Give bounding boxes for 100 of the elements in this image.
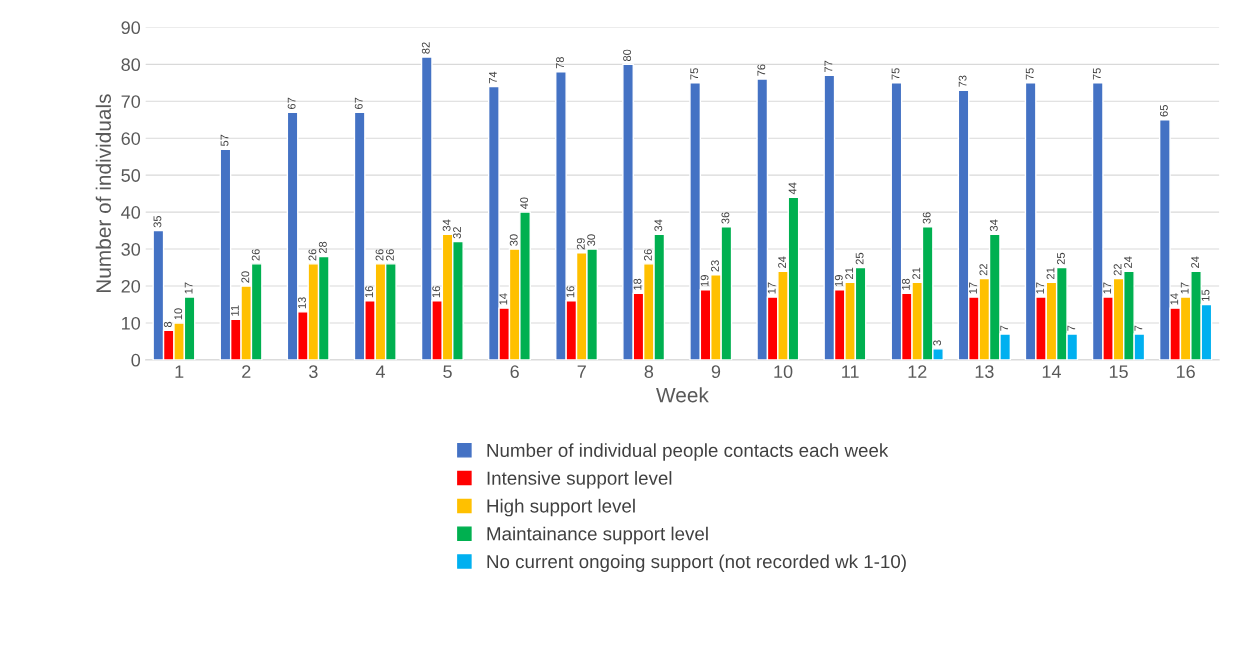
- data-label: 17: [767, 282, 776, 294]
- data-label: 77: [824, 60, 833, 73]
- data-label: 14: [1170, 293, 1179, 305]
- x-tick-label: 2: [242, 365, 251, 378]
- x-tick-label: 16: [1176, 365, 1195, 379]
- data-label: 75: [1092, 68, 1101, 80]
- data-label: 26: [308, 249, 317, 261]
- x-tick-label: 5: [443, 365, 452, 379]
- data-label: 7: [1067, 325, 1076, 331]
- data-label: 29: [576, 238, 585, 250]
- x-tick-label: 4: [375, 365, 385, 378]
- data-label: 17: [1036, 282, 1044, 294]
- data-label: 34: [989, 219, 998, 232]
- x-axis-title: Week: [656, 387, 709, 403]
- data-label: 30: [509, 234, 518, 246]
- x-tick-label: 1: [175, 365, 184, 378]
- data-label: 17: [969, 282, 977, 294]
- data-label: 7: [1000, 325, 1009, 331]
- x-tick-label: 12: [908, 365, 927, 378]
- data-label: 36: [721, 212, 730, 224]
- y-tick-label: 80: [121, 58, 141, 72]
- data-label: 26: [375, 249, 384, 261]
- data-label: 28: [318, 241, 327, 254]
- data-label: 80: [623, 49, 632, 62]
- data-label: 13: [298, 297, 306, 309]
- data-label: 17: [1180, 282, 1189, 294]
- data-label: 16: [432, 286, 441, 298]
- data-label: 32: [453, 227, 461, 239]
- data-label: 26: [251, 249, 260, 261]
- x-tick-label: 15: [1109, 365, 1128, 379]
- y-tick-label: 10: [122, 316, 141, 330]
- data-label: 3: [933, 340, 942, 346]
- data-label: 75: [690, 68, 699, 80]
- data-label: 67: [287, 97, 296, 110]
- y-tick-label: 0: [131, 353, 141, 367]
- x-tick-label: 9: [711, 365, 721, 379]
- data-label: 40: [520, 197, 529, 210]
- data-label: 44: [788, 182, 797, 195]
- x-tick-label: 13: [975, 365, 994, 379]
- x-tick-label: 10: [774, 365, 793, 379]
- x-tick-label: 7: [577, 365, 586, 378]
- x-tick-label: 14: [1042, 365, 1061, 378]
- data-label: 20: [241, 271, 250, 283]
- data-label: 73: [958, 75, 967, 87]
- data-label: 34: [442, 219, 451, 232]
- data-label: 57: [220, 134, 229, 147]
- data-label: 16: [365, 286, 374, 298]
- y-tick-label: 50: [121, 169, 141, 182]
- data-label: 19: [834, 275, 843, 287]
- data-label: 75: [1025, 68, 1034, 80]
- data-label: 15: [1201, 289, 1210, 301]
- data-label: 22: [1113, 264, 1122, 276]
- y-axis-title: Number of individuals: [95, 94, 111, 293]
- data-label: 82: [421, 42, 430, 54]
- x-tick-label: 3: [309, 365, 318, 379]
- x-tick-label: 8: [644, 365, 654, 379]
- data-label: 25: [855, 252, 864, 265]
- y-tick-label: 20: [121, 279, 141, 293]
- y-tick-label: 70: [121, 95, 141, 108]
- data-label: 30: [587, 234, 596, 246]
- data-label: 18: [901, 278, 910, 290]
- data-label: 19: [700, 275, 709, 287]
- data-label: 26: [385, 249, 394, 261]
- data-label: 7: [1134, 325, 1143, 331]
- y-tick-label: 90: [121, 21, 141, 35]
- data-label: 10: [174, 308, 183, 320]
- data-label: 24: [778, 256, 786, 268]
- data-label: 18: [633, 278, 642, 290]
- data-label: 14: [499, 293, 508, 305]
- data-label: 75: [891, 68, 900, 80]
- legend-label: Maintainance support level: [487, 526, 708, 545]
- data-label: 22: [979, 264, 988, 276]
- data-label: 21: [912, 267, 921, 279]
- data-label: 25: [1056, 252, 1065, 265]
- legend-label: Intensive support level: [487, 471, 672, 489]
- data-label: 67: [354, 97, 363, 110]
- data-label: 24: [1124, 256, 1132, 268]
- data-label: 34: [654, 219, 663, 232]
- data-label: 16: [566, 286, 575, 298]
- x-tick-label: 11: [842, 365, 859, 378]
- data-label: 36: [922, 212, 931, 224]
- legend-label: High support level: [487, 498, 635, 517]
- data-label: 11: [231, 305, 239, 316]
- x-tick-label: 6: [510, 365, 519, 379]
- y-tick-label: 60: [121, 132, 141, 145]
- data-label: 74: [489, 71, 497, 84]
- data-label: 24: [1191, 256, 1199, 268]
- data-label: 23: [711, 260, 719, 272]
- data-label: 65: [1159, 105, 1168, 117]
- y-tick-label: 40: [121, 206, 141, 219]
- data-label: 76: [757, 64, 766, 76]
- data-label: 8: [163, 321, 172, 328]
- data-label: 17: [184, 282, 193, 294]
- data-label: 21: [845, 267, 854, 279]
- data-label: 78: [556, 57, 564, 69]
- data-label: 21: [1046, 267, 1055, 279]
- data-label: 26: [643, 249, 652, 261]
- data-label: 35: [153, 215, 162, 228]
- legend-label: No current ongoing support (not recorded wk 1-10): [487, 554, 906, 572]
- legend-label: Number of individual people contacts each week: [487, 443, 889, 461]
